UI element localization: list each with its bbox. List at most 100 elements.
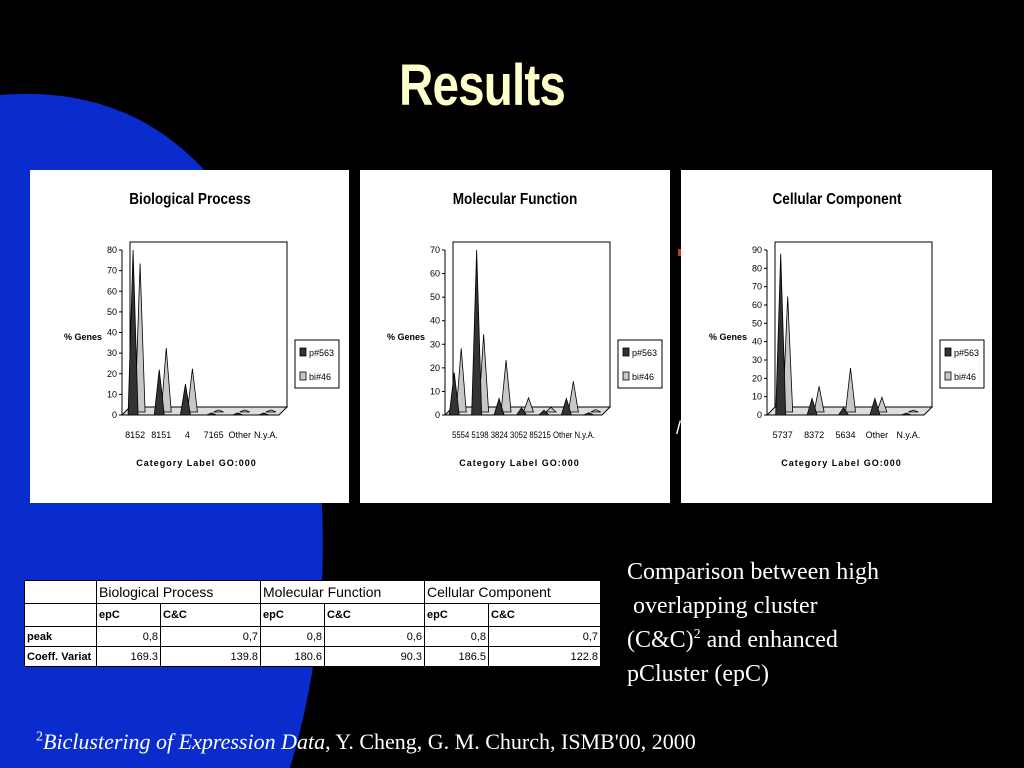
- legend-swatch: [944, 347, 952, 357]
- data-peak-bi46: [544, 406, 557, 413]
- caption-superscript: 2: [693, 627, 701, 642]
- table-subheader: C&C: [159, 603, 262, 627]
- y-tick-label: 80: [107, 245, 117, 255]
- data-peak-p563: [806, 397, 818, 416]
- data-peak-bi46: [186, 368, 198, 413]
- x-tick-label: 8372: [804, 430, 824, 440]
- data-peak-p563: [258, 412, 270, 416]
- data-peak-p563: [493, 397, 505, 416]
- chart-panel-molecular-function: Molecular Function 0 10 20 30 40 50 60 70 % Genes…: [360, 170, 670, 503]
- y-tick-label: 40: [752, 337, 762, 347]
- slash-mark: /: [676, 418, 682, 438]
- data-peak-p563: [179, 383, 191, 416]
- table-subheader-blank: [24, 603, 97, 627]
- data-peak-p563: [775, 253, 787, 416]
- data-peak-bi46: [876, 396, 888, 413]
- x-axis-label: Category Label GO:000: [781, 458, 902, 468]
- data-peak-bi46: [908, 409, 919, 413]
- table-cell: 180.6: [260, 646, 326, 667]
- data-peak-p563: [471, 249, 483, 416]
- data-peak-bi46: [239, 409, 250, 413]
- table-cell: 0,8: [96, 626, 161, 647]
- y-tick-label: 20: [430, 363, 440, 373]
- data-peak-bi46: [455, 348, 467, 413]
- x-tick-label: N.y.A.: [254, 430, 278, 440]
- y-tick-label: 10: [752, 392, 762, 402]
- caption-line: and enhanced: [700, 627, 838, 653]
- caption-line: (C&C): [627, 627, 694, 653]
- plot-back-wall: [129, 241, 288, 408]
- caption-line: pCluster (epC): [627, 661, 769, 687]
- data-peak-p563: [837, 406, 850, 416]
- footnote-superscript: 2: [36, 729, 43, 745]
- table-cell: 139.8: [159, 646, 262, 667]
- data-peak-bi46: [845, 367, 856, 413]
- table-cell: 186.5: [424, 646, 490, 667]
- table-row-label: peak: [24, 626, 97, 647]
- legend-swatch: [944, 371, 952, 381]
- y-tick-label: 60: [107, 286, 117, 296]
- chart-title: Molecular Function: [453, 191, 578, 208]
- y-tick-label: 50: [107, 307, 117, 317]
- y-tick-label: 80: [752, 263, 762, 273]
- y-tick-label: 90: [752, 245, 762, 255]
- table-cell: 0,7: [488, 626, 602, 647]
- table-cell: 0,8: [260, 626, 326, 647]
- y-tick-label: 40: [107, 328, 117, 338]
- data-peak-p563: [232, 412, 243, 416]
- data-peak-bi46: [590, 409, 601, 413]
- data-peak-bi46: [813, 386, 825, 413]
- legend-swatch: [299, 347, 307, 357]
- x-tick-label: 5737: [773, 430, 793, 440]
- table-subheader: epC: [424, 603, 490, 627]
- comparison-table: Biological Process Molecular Function Ce…: [24, 580, 602, 667]
- table-cell: 169.3: [96, 646, 161, 667]
- data-peak-bi46: [567, 381, 579, 413]
- y-tick-label: 10: [430, 386, 440, 396]
- chart-biological-process: Biological Process 0 10 20 30 40 50 60 70 80 % Gen…: [64, 191, 340, 468]
- table-header-row: Biological Process Molecular Function Ce…: [24, 580, 602, 604]
- y-tick-label: 70: [430, 245, 440, 255]
- y-tick-label: 0: [435, 410, 440, 420]
- y-tick-label: 60: [430, 269, 440, 279]
- x-axis-label: Category Label GO:000: [136, 458, 257, 468]
- y-tick-label: 0: [112, 410, 117, 420]
- data-peak-p563: [153, 369, 165, 416]
- y-tick-label: 0: [757, 410, 762, 420]
- x-tick-label: 8151: [151, 430, 171, 440]
- y-tick-label: 70: [107, 266, 117, 276]
- y-tick-label: 30: [430, 339, 440, 349]
- y-tick-label: 30: [107, 348, 117, 358]
- table-cell: 0,8: [424, 626, 490, 647]
- chart-title: Biological Process: [129, 191, 251, 208]
- y-tick-label: 50: [430, 292, 440, 302]
- chart-title: Cellular Component: [772, 191, 901, 208]
- data-peak-bi46: [782, 296, 794, 413]
- table-subheader: epC: [96, 603, 161, 627]
- data-peak-bi46: [265, 409, 277, 413]
- legend-label: bi#46: [309, 372, 331, 382]
- table-row-coeff-variat: Coeff. Variat 169.3 139.8 180.6 90.3 186…: [24, 646, 602, 667]
- legend-swatch: [622, 347, 630, 357]
- reference-footnote: 2Biclustering of Expression Data, Y. Che…: [36, 729, 696, 755]
- x-axis-label: Category Label GO:000: [459, 458, 580, 468]
- data-peak-p563: [901, 412, 912, 416]
- chart-panel-biological-process: Biological Process 0 10 20 30 40 50 60 70 80 % Gen…: [30, 170, 349, 503]
- y-tick-label: 20: [752, 373, 762, 383]
- table-header-biological-process: Biological Process: [95, 580, 262, 604]
- legend-label: p#563: [309, 348, 334, 358]
- table-cell: 122.8: [488, 646, 602, 667]
- data-peak-bi46: [522, 396, 535, 413]
- data-peak-bi46: [134, 263, 146, 413]
- table-header-cellular-component: Cellular Component: [424, 580, 602, 604]
- reference-details: , Y. Cheng, G. M. Church, ISMB'00, 2000: [325, 729, 696, 754]
- table-corner-cell: [24, 580, 97, 604]
- data-peak-p563: [448, 372, 460, 416]
- y-tick-label: 20: [107, 369, 117, 379]
- x-tick-label: 7165: [204, 430, 224, 440]
- chart-molecular-function: Molecular Function 0 10 20 30 40 50 60 70 % Genes…: [387, 191, 663, 468]
- legend-swatch: [299, 371, 307, 381]
- x-tick-label: Other: [228, 430, 251, 440]
- data-peak-p563: [206, 412, 217, 416]
- x-tick-label: 8152: [125, 430, 145, 440]
